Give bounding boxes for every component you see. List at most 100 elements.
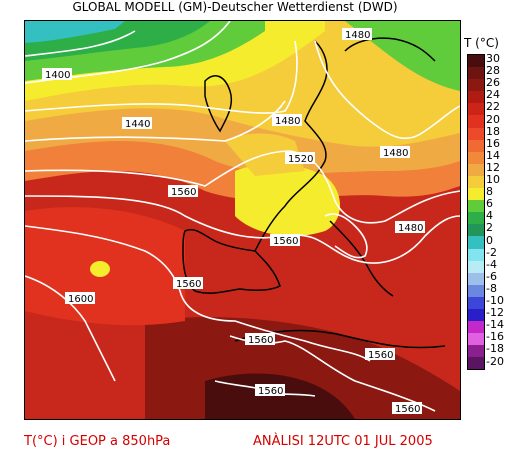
contour-line <box>324 213 368 259</box>
legend-title: T (°C) <box>464 36 499 50</box>
contour-label: 1440 <box>125 119 150 130</box>
legend-swatch <box>468 296 484 309</box>
legend-swatch <box>468 115 484 128</box>
legend-swatch <box>468 248 484 261</box>
contour-label: 1480 <box>345 30 370 41</box>
legend-tick-label: -18 <box>486 342 504 356</box>
legend-tick-label: 24 <box>486 88 500 102</box>
legend-tick-label: -8 <box>486 281 497 295</box>
contour-label: 1480 <box>383 148 408 159</box>
legend-tick-label: 30 <box>486 52 500 65</box>
coastline-italy <box>329 220 394 297</box>
label-bg <box>122 117 152 129</box>
label-bg <box>65 292 95 304</box>
legend-swatch <box>468 224 484 237</box>
legend-swatch <box>468 188 484 201</box>
legend-swatch <box>468 236 484 249</box>
legend-swatch <box>468 55 484 68</box>
contour-label: 1560 <box>176 279 201 290</box>
legend-tick-label: -16 <box>486 330 504 344</box>
legend-tick-label: 20 <box>486 112 500 126</box>
contour-label: 1560 <box>273 236 298 247</box>
legend-tick-label: 2 <box>486 221 493 235</box>
contour-line <box>25 225 371 362</box>
legend-swatch <box>468 103 484 116</box>
legend-tick-label: 0 <box>486 233 493 247</box>
coastline-france-europe <box>254 40 328 252</box>
contour-label: 1560 <box>248 335 273 346</box>
contour-label: 1560 <box>395 404 420 415</box>
legend-swatch <box>468 151 484 164</box>
label-bg <box>395 221 425 233</box>
label-bg <box>272 114 302 126</box>
label-bg <box>392 402 422 414</box>
temperature-band-france <box>235 164 340 236</box>
label-bg <box>255 384 285 396</box>
legend-swatch <box>468 127 484 140</box>
map-title: GLOBAL MODELL (GM)-Deutscher Wetterdiens… <box>72 0 398 14</box>
legend-swatch <box>468 260 484 273</box>
contour-label: 1480 <box>398 223 423 234</box>
legend-swatch <box>468 200 484 213</box>
legend-tick-label: -20 <box>486 354 504 368</box>
contour-label: 1520 <box>288 154 313 165</box>
label-bg <box>342 28 372 40</box>
contour-label: 1480 <box>275 116 300 127</box>
footer-variable-label: T(°C) i GEOP a 850hPa <box>24 434 171 449</box>
legend-tick-label: -10 <box>486 294 504 307</box>
legend-tick-label: 26 <box>486 76 500 90</box>
label-bg <box>168 185 198 197</box>
temperature-map-svg: 1400 1440 1480 1480 1480 1520 1480 1560 … <box>25 21 460 419</box>
legend-tick-label: 16 <box>486 136 500 150</box>
contour-label: 1560 <box>171 187 196 198</box>
legend-tick-label: 22 <box>486 100 500 114</box>
legend-tick-label: 10 <box>486 173 500 186</box>
weather-map: 1400 1440 1480 1480 1480 1520 1480 1560 … <box>24 20 461 420</box>
legend-swatch <box>468 175 484 189</box>
temperature-band-0 <box>25 21 125 43</box>
contour-line <box>25 275 116 382</box>
contour-labels: 1400 1440 1480 1480 1480 1520 1480 1560 … <box>42 28 425 415</box>
contour-line <box>25 40 460 142</box>
legend-swatch <box>468 67 484 80</box>
label-bg <box>42 68 72 80</box>
label-bg <box>380 146 410 158</box>
legend-color-bar <box>467 54 485 371</box>
contour-label: 1560 <box>258 386 283 397</box>
contour-line <box>25 40 298 114</box>
legend-tick-label: -6 <box>486 269 497 283</box>
legend-swatch <box>468 321 484 334</box>
legend-tick-label: 18 <box>486 124 500 138</box>
legend-swatch <box>468 139 484 152</box>
legend-swatch <box>468 91 484 104</box>
legend-swatch <box>468 212 484 225</box>
legend-tick-label: -2 <box>486 245 497 259</box>
contour-line <box>25 30 136 57</box>
legend-tick-label: -4 <box>486 257 497 271</box>
legend-swatch <box>468 357 484 370</box>
coastline-british-isles <box>204 75 232 133</box>
label-bg <box>365 348 395 360</box>
temperature-band-hottest <box>205 373 355 419</box>
legend-tick-label: 4 <box>486 209 493 223</box>
legend-tick-label: -14 <box>486 318 504 332</box>
legend-tick-label: 28 <box>486 64 500 78</box>
legend-swatch <box>468 284 484 297</box>
legend-swatch <box>468 345 484 358</box>
legend-swatch <box>468 163 484 176</box>
footer-analysis-time: ANÀLISI 12UTC 01 JUL 2005 <box>253 434 433 449</box>
label-bg <box>285 152 315 164</box>
label-bg <box>270 234 300 246</box>
coastline-scandinavia <box>344 37 436 62</box>
label-bg <box>245 333 275 345</box>
contour-label: 1400 <box>45 70 70 81</box>
legend-swatch <box>468 272 484 285</box>
coastline-iberia <box>182 229 281 294</box>
legend-swatch <box>468 308 484 322</box>
label-bg <box>173 277 203 289</box>
legend-tick-label: 14 <box>486 148 500 162</box>
legend-swatch <box>468 333 484 346</box>
legend-tick-label: 12 <box>486 160 500 174</box>
contour-label: 1560 <box>368 350 393 361</box>
contour-label: 1600 <box>68 294 93 305</box>
